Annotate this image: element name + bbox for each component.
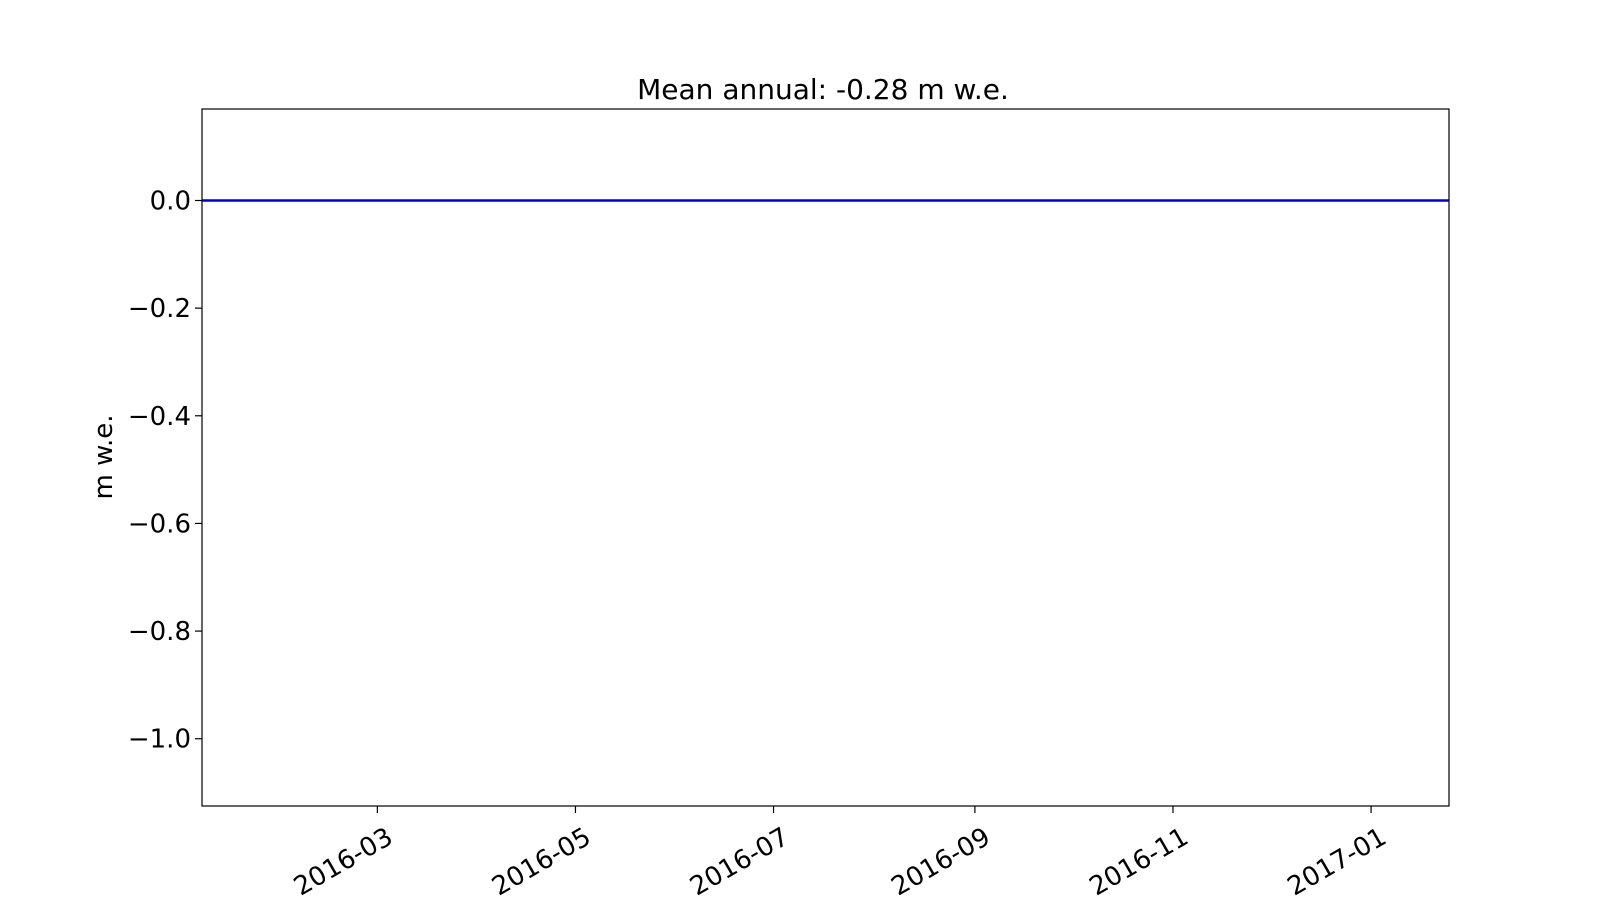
y-tick-label: −0.2 bbox=[128, 294, 191, 324]
chart-title: Mean annual: -0.28 m w.e. bbox=[637, 73, 1009, 106]
y-axis-label: m w.e. bbox=[89, 415, 119, 500]
y-tick-label: −0.6 bbox=[128, 509, 191, 539]
plot-frame bbox=[201, 108, 1450, 807]
y-tick-label: −0.8 bbox=[128, 617, 191, 647]
y-axis: 0.0 −0.2 −0.4 −0.6 −0.8 −1.0 bbox=[128, 186, 202, 755]
y-tick-label: −1.0 bbox=[128, 725, 191, 755]
y-tick-label: 0.0 bbox=[150, 186, 191, 216]
y-tick-label: −0.4 bbox=[128, 402, 191, 432]
plot-background bbox=[202, 109, 1449, 806]
plot-area bbox=[202, 109, 1449, 806]
